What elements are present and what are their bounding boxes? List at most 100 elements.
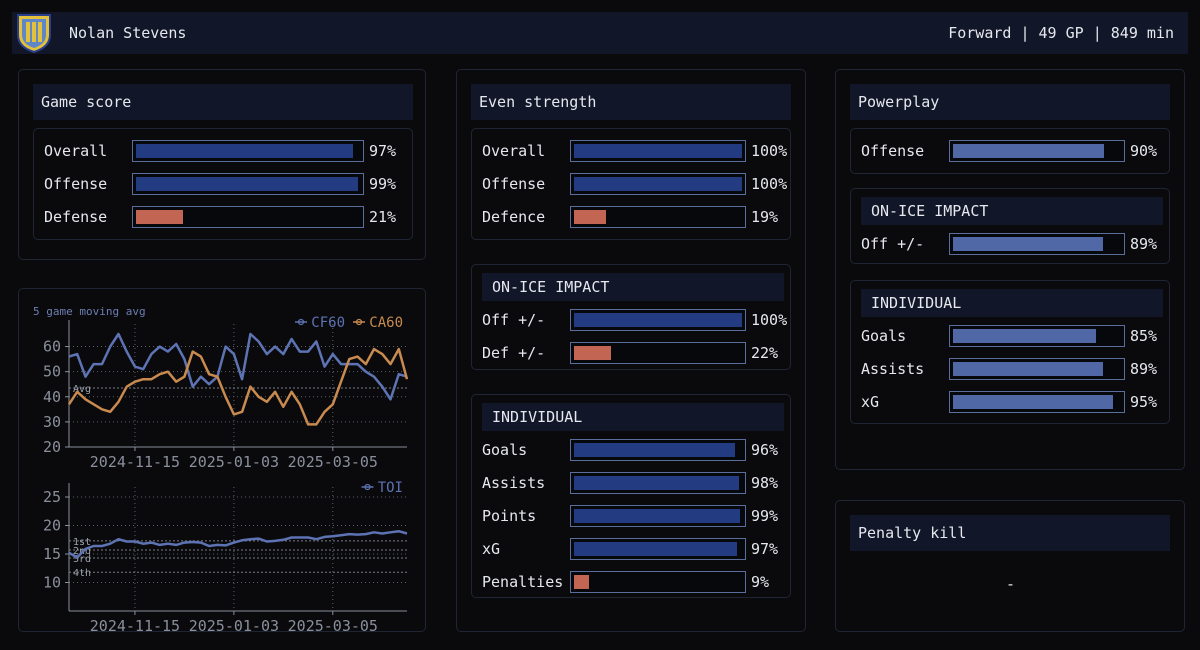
stat-bar-fill: [574, 575, 589, 589]
stat-value: 97%: [751, 540, 779, 558]
stat-row: Def +/- 22%: [472, 341, 790, 365]
stat-value: 89%: [1130, 235, 1158, 253]
legend-marker-ca60: [355, 318, 363, 326]
series-line-ca60: [67, 347, 409, 426]
stat-bar-fill: [574, 144, 742, 158]
penalty-kill-value: -: [1006, 575, 1016, 593]
stat-label: Defence: [482, 208, 546, 226]
stat-value: 9%: [751, 573, 770, 591]
reference-line-label: 1st: [73, 537, 91, 548]
stat-row: Overall 97%: [34, 139, 412, 163]
stat-label: Off +/-: [482, 311, 546, 329]
stat-bar: [570, 505, 746, 527]
stat-value: 98%: [751, 474, 779, 492]
stat-bar: [949, 358, 1125, 380]
stat-value: 100%: [751, 175, 788, 193]
even-strength-impact-title: ON-ICE IMPACT: [482, 273, 784, 301]
y-tick-label: 40: [43, 388, 61, 406]
stat-bar-fill: [574, 313, 742, 327]
stat-bar: [949, 140, 1125, 162]
player-meta: Forward | 49 GP | 849 min: [948, 24, 1174, 42]
stat-bar: [570, 439, 746, 461]
stat-value: 100%: [751, 142, 788, 160]
stat-bar: [570, 206, 746, 228]
stat-bar: [949, 325, 1125, 347]
stat-row: Defence 19%: [472, 205, 790, 229]
stat-bar-fill: [953, 144, 1104, 158]
trend-charts: 2024-11-15 2025-01-03 2025-03-05 20 30 40 50 60…: [33, 305, 409, 631]
stat-row: xG 97%: [472, 537, 790, 561]
stat-row: Defense 21%: [34, 205, 412, 229]
stat-bar: [570, 173, 746, 195]
stat-label: xG: [482, 540, 501, 558]
stat-value: 89%: [1130, 360, 1158, 378]
trend-chart-panel: 2024-11-15 2025-01-03 2025-03-05 20 30 40 50 60…: [18, 288, 426, 632]
stat-value: 99%: [369, 175, 397, 193]
stat-label: Assists: [482, 474, 546, 492]
stat-label: Overall: [44, 142, 108, 160]
stat-value: 19%: [751, 208, 779, 226]
stat-label: Assists: [861, 360, 925, 378]
stat-bar-fill: [953, 395, 1113, 409]
stat-bar: [570, 571, 746, 593]
stat-row: Penalties 9%: [472, 570, 790, 594]
reference-line-label: 3rd: [73, 554, 91, 565]
powerplay-title: Powerplay: [850, 84, 1170, 120]
stat-row: Goals 85%: [851, 324, 1169, 348]
stat-label: Offense: [44, 175, 108, 193]
team-logo-icon: [17, 14, 51, 53]
game-score-title: Game score: [33, 84, 413, 120]
legend-marker-toi: [364, 483, 371, 491]
x-tick-label: 2024-11-15: [90, 453, 180, 471]
reference-line-label: 4th: [73, 568, 91, 579]
stat-bar-fill: [574, 210, 606, 224]
stat-row: Offense 100%: [472, 172, 790, 196]
y-tick-label: 20: [43, 517, 61, 535]
stat-label: Def +/-: [482, 344, 546, 362]
stat-row: xG 95%: [851, 390, 1169, 414]
penalty-kill-title: Penalty kill: [850, 515, 1170, 551]
stat-bar: [949, 391, 1125, 413]
even-strength-group: Overall 100% Offense 100% Defence 19%: [471, 128, 791, 240]
series-line-toi: [68, 529, 408, 559]
x-tick-label: 2025-01-03: [189, 617, 279, 631]
game-score-panel: Game score Overall 97% Offense 99% Defense 21…: [18, 69, 426, 260]
stat-bar: [570, 309, 746, 331]
stat-value: 99%: [751, 507, 779, 525]
stat-row: Offense 90%: [851, 139, 1169, 163]
stat-value: 90%: [1130, 142, 1158, 160]
stat-bar: [570, 472, 746, 494]
stat-row: Assists 89%: [851, 357, 1169, 381]
y-tick-label: 30: [43, 413, 61, 431]
powerplay-individual-group: INDIVIDUAL Goals 85% Assists 89% xG 95%: [850, 280, 1170, 424]
stat-label: xG: [861, 393, 880, 411]
stat-label: Defense: [44, 208, 108, 226]
y-tick-label: 60: [43, 338, 61, 356]
powerplay-individual-title: INDIVIDUAL: [861, 289, 1163, 317]
stat-value: 97%: [369, 142, 397, 160]
penalty-kill-panel: Penalty kill -: [835, 500, 1185, 632]
legend-label-cf60: CF60: [311, 315, 345, 331]
series-line-cf60: [68, 332, 408, 401]
stat-bar-fill: [574, 509, 740, 523]
stat-bar-fill: [953, 237, 1103, 251]
y-tick-label: 15: [43, 545, 61, 563]
stat-row: Offense 99%: [34, 172, 412, 196]
stat-bar-fill: [574, 443, 735, 457]
stat-value: 85%: [1130, 327, 1158, 345]
legend-label-toi: TOI: [378, 480, 403, 496]
stat-value: 22%: [751, 344, 779, 362]
stat-row: Overall 100%: [472, 139, 790, 163]
stat-bar-fill: [574, 177, 742, 191]
stat-bar-fill: [136, 144, 353, 158]
stat-row: Goals 96%: [472, 438, 790, 462]
stat-value: 21%: [369, 208, 397, 226]
powerplay-group: Offense 90%: [850, 128, 1170, 174]
stat-bar: [570, 140, 746, 162]
powerplay-impact-title: ON-ICE IMPACT: [861, 197, 1163, 225]
stat-label: Points: [482, 507, 537, 525]
stat-bar-fill: [953, 329, 1096, 343]
stat-value: 95%: [1130, 393, 1158, 411]
stat-label: Offense: [861, 142, 925, 160]
stat-row: Off +/- 89%: [851, 232, 1169, 256]
